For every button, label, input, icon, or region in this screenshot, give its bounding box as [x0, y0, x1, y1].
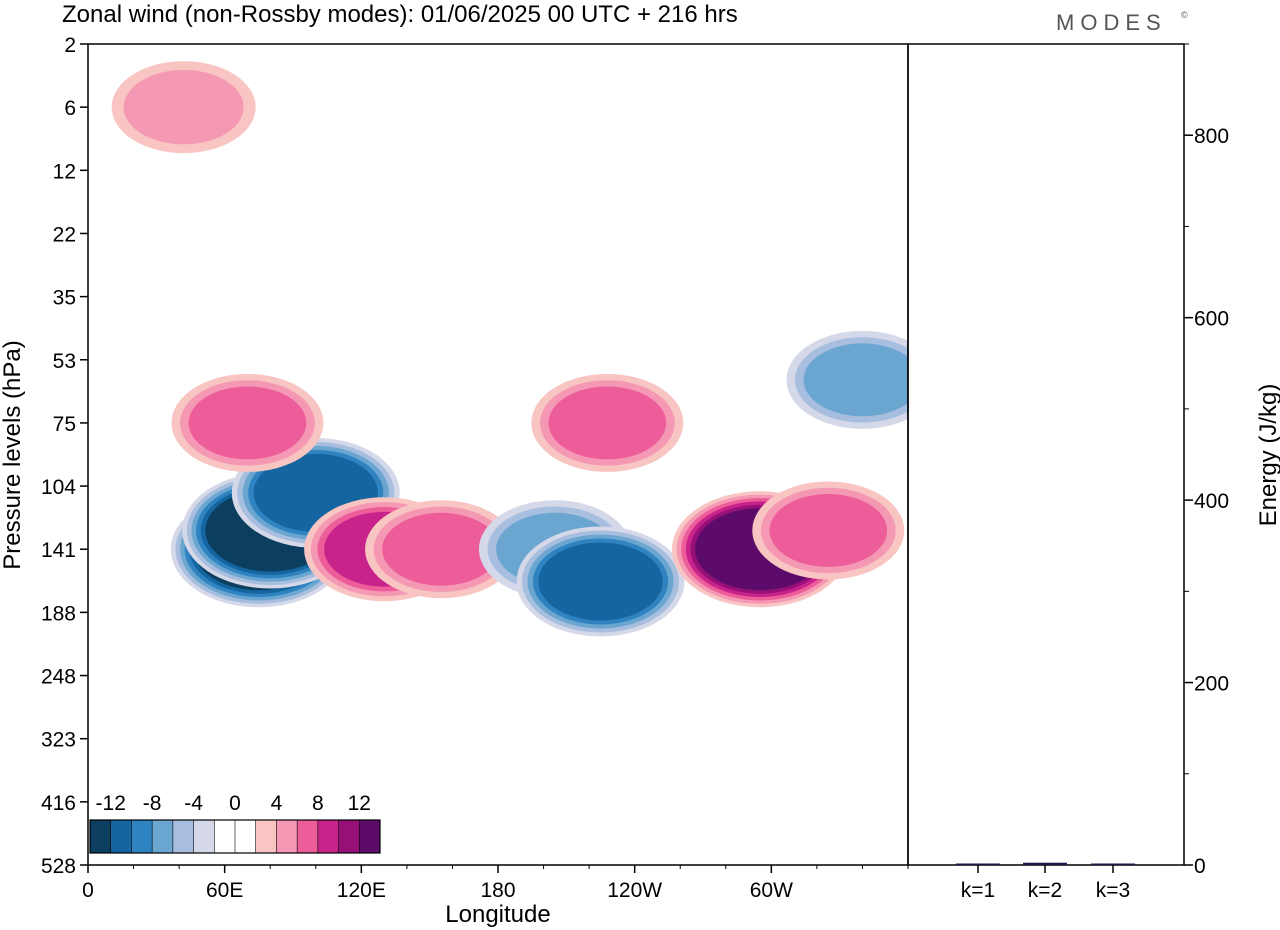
energy-bars: k=1 k=2 k=3 — [956, 862, 1135, 902]
energy-tick-label: 0 — [1194, 855, 1206, 878]
x-tick-label: 180 — [480, 879, 515, 902]
colorbar-swatch — [255, 820, 277, 853]
y-tick-label: 416 — [41, 792, 76, 815]
energy-category-label: k=2 — [1028, 879, 1062, 902]
colorbar-swatch — [152, 820, 174, 853]
colorbar-label: 0 — [229, 792, 241, 815]
colorbar-swatch — [90, 820, 112, 853]
energy-bar — [956, 863, 1000, 865]
colorbar-label: -4 — [184, 792, 203, 815]
y-tick-label: 323 — [41, 729, 76, 752]
y-tick-label: 6 — [64, 97, 76, 120]
colorbar-swatch — [131, 820, 153, 853]
y-axis: 2 6 12 22 35 53 75 104 141 188 248 323 416 528 — [41, 34, 88, 878]
contour-level — [123, 69, 244, 145]
energy-tick-label: 800 — [1194, 125, 1229, 148]
chart-title: Zonal wind (non-Rossby modes): 01/06/202… — [62, 1, 738, 28]
energy-axis: 0 200 400 600 800 — [1184, 43, 1229, 878]
y-tick-label: 2 — [64, 34, 76, 57]
energy-tick-label: 200 — [1194, 673, 1229, 696]
x-tick-label: 60E — [206, 879, 243, 902]
colorbar-label: -12 — [96, 792, 126, 815]
energy-tick-label: 400 — [1194, 490, 1229, 513]
y-tick-label: 22 — [53, 223, 76, 246]
x-axis-label: Longitude — [445, 901, 550, 928]
x-tick-label: 120E — [337, 879, 386, 902]
y-tick-label: 248 — [41, 666, 76, 689]
colorbar-label: -8 — [143, 792, 162, 815]
modes-logo: MODES — [1056, 10, 1167, 35]
x-tick-label: 0 — [82, 879, 94, 902]
y-tick-label: 75 — [53, 413, 76, 436]
colorbar-swatch — [110, 820, 132, 853]
wind-anomaly-3 — [171, 373, 324, 472]
energy-plot-frame — [907, 43, 1185, 866]
energy-axis-label: Energy (J/kg) — [1255, 384, 1280, 527]
y-tick-label: 35 — [53, 287, 76, 310]
contour-level — [382, 512, 500, 586]
colorbar-swatch — [235, 820, 257, 853]
colorbar-label: 8 — [312, 792, 324, 815]
contour-level — [548, 386, 667, 460]
y-tick-label: 188 — [41, 602, 76, 625]
colorbar-swatch — [338, 820, 360, 853]
x-tick-label: 120W — [607, 879, 662, 902]
colorbar-swatch — [317, 820, 339, 853]
y-tick-label: 528 — [41, 855, 76, 878]
colorbar-label: 4 — [271, 792, 283, 815]
logo-mark: © — [1181, 10, 1188, 20]
y-tick-label: 104 — [41, 476, 76, 499]
colorbar-swatch — [297, 820, 319, 853]
contour-level — [538, 542, 663, 621]
contour-level — [803, 343, 908, 417]
colorbar-swatch — [193, 820, 215, 853]
energy-bar — [1091, 863, 1135, 865]
wind-anomaly-12 — [786, 330, 908, 429]
wind-anomaly-10 — [752, 481, 905, 580]
colorbar-swatch — [359, 820, 381, 853]
y-axis-label: Pressure levels (hPa) — [0, 340, 26, 569]
colorbar: -12 -8 -4 0 4 8 12 — [89, 792, 381, 854]
energy-category-label: k=3 — [1096, 879, 1130, 902]
contour-level — [769, 494, 888, 567]
wind-anomaly-6 — [365, 500, 518, 599]
x-tick-label: 60W — [750, 879, 793, 902]
y-tick-label: 53 — [53, 350, 76, 373]
wind-anomaly-8 — [516, 526, 685, 637]
wind-field — [111, 61, 908, 637]
colorbar-swatch — [276, 820, 298, 853]
wind-anomaly-4 — [111, 61, 256, 154]
energy-bar — [1023, 862, 1067, 865]
wind-anomaly-11 — [531, 373, 684, 472]
y-tick-label: 12 — [53, 160, 76, 183]
colorbar-swatch — [214, 820, 236, 853]
energy-category-label: k=1 — [961, 879, 995, 902]
colorbar-label: 12 — [348, 792, 371, 815]
contour-level — [188, 386, 307, 460]
y-tick-label: 141 — [41, 539, 76, 562]
x-axis: 0 60E 120E 180 120W 60W — [82, 865, 909, 902]
colorbar-swatch — [172, 820, 194, 853]
energy-tick-label: 600 — [1194, 308, 1229, 331]
